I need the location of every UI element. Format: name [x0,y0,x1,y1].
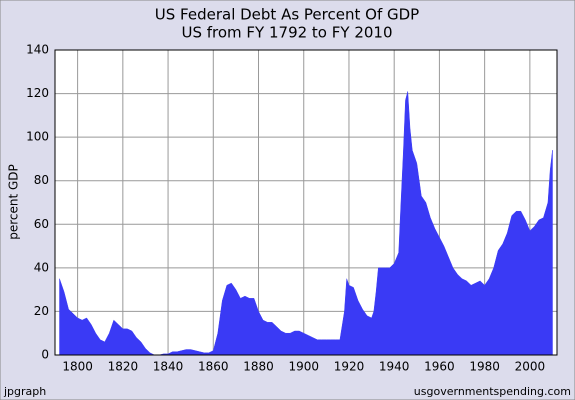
plot-border [54,49,558,356]
y-tick-label: 100 [26,130,49,144]
x-tick-label: 1980 [469,360,500,374]
x-tick-label: 1800 [62,360,93,374]
x-tick-label: 1860 [198,360,229,374]
footer-left: jpgraph [3,385,46,398]
chart-title: US Federal Debt As Percent Of GDP [155,6,419,24]
x-tick-label: 2000 [515,360,546,374]
x-tick-label: 1920 [334,360,365,374]
x-tick-label: 1900 [288,360,319,374]
x-tick-label: 1880 [243,360,274,374]
footer-right: usgovernmentspending.com [414,385,571,398]
y-tick-label: 60 [34,217,49,231]
x-tick-label: 1960 [424,360,455,374]
y-axis-label: percent GDP [7,164,21,240]
x-tick-label: 1820 [108,360,139,374]
x-tick-label: 1940 [379,360,410,374]
y-tick-label: 140 [26,43,49,57]
y-tick-label: 80 [34,173,49,187]
y-tick-label: 40 [34,260,49,274]
chart-subtitle: US from FY 1792 to FY 2010 [181,24,392,42]
y-tick-label: 20 [34,304,49,318]
y-tick-label: 0 [41,348,49,362]
x-tick-label: 1840 [153,360,184,374]
area [59,91,553,356]
y-tick-label: 120 [26,86,49,100]
